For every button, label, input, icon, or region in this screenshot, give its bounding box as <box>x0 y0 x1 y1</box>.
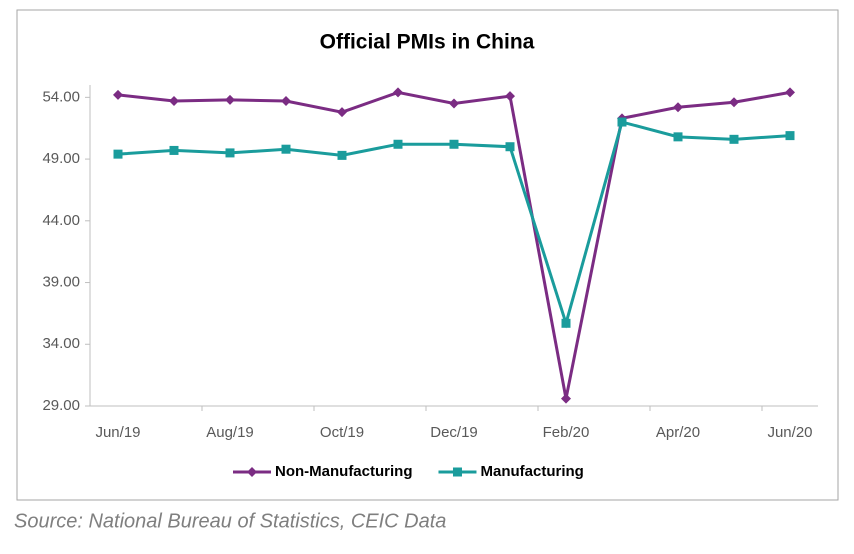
data-point <box>617 117 627 127</box>
data-point <box>505 91 515 102</box>
data-point <box>113 89 123 100</box>
legend-label: Non-Manufacturing <box>275 463 412 480</box>
data-point <box>281 144 291 154</box>
data-point <box>561 393 571 404</box>
data-point <box>337 150 347 160</box>
data-point <box>785 87 795 98</box>
y-tick-label: 54.00 <box>42 88 80 105</box>
data-point <box>673 102 683 113</box>
data-point <box>505 142 515 152</box>
legend-marker <box>247 467 257 477</box>
data-point <box>673 132 683 142</box>
data-point <box>281 96 291 107</box>
chart-frame <box>16 9 839 501</box>
data-point <box>729 134 739 144</box>
x-tick-label: Jun/19 <box>95 424 140 441</box>
chart-title: Official PMIs in China <box>320 31 535 54</box>
data-point <box>169 145 179 155</box>
x-tick-label: Jun/20 <box>767 424 812 441</box>
y-tick-label: 49.00 <box>42 150 80 167</box>
data-point <box>449 139 459 149</box>
x-tick-label: Feb/20 <box>543 424 590 441</box>
data-point <box>225 94 235 105</box>
y-tick-label: 39.00 <box>42 274 80 291</box>
x-tick-label: Apr/20 <box>656 424 700 441</box>
data-point <box>729 97 739 108</box>
x-tick-label: Aug/19 <box>206 424 254 441</box>
y-tick-label: 34.00 <box>42 335 80 352</box>
data-point <box>393 139 403 149</box>
x-tick-label: Oct/19 <box>320 424 364 441</box>
data-point <box>169 96 179 107</box>
x-tick-label: Dec/19 <box>430 424 478 441</box>
data-point <box>225 148 235 158</box>
data-point <box>449 98 459 109</box>
data-point <box>337 107 347 118</box>
legend-marker <box>452 467 462 477</box>
y-tick-label: 29.00 <box>42 397 80 414</box>
data-point <box>785 131 795 141</box>
legend-label: Manufacturing <box>480 463 583 480</box>
data-point <box>113 149 123 159</box>
source-note: Source: National Bureau of Statistics, C… <box>14 510 446 532</box>
y-tick-label: 44.00 <box>42 212 80 229</box>
data-point <box>393 87 403 98</box>
data-point <box>561 318 571 328</box>
